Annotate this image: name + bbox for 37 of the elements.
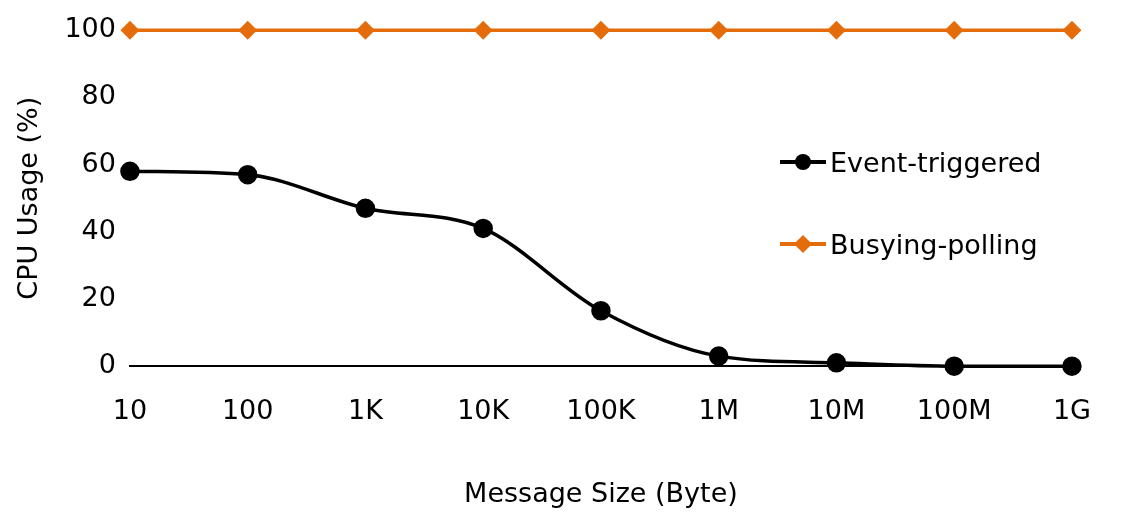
x-tick-label: 10 bbox=[112, 394, 148, 426]
y-tick-label: 100 bbox=[64, 12, 116, 44]
point bbox=[592, 21, 610, 39]
y-tick-label: 0 bbox=[98, 348, 116, 380]
point bbox=[944, 356, 964, 376]
x-tick-label: 10M bbox=[807, 394, 866, 426]
point bbox=[945, 21, 963, 39]
y-tick-label: 80 bbox=[81, 79, 116, 111]
x-tick-label: 1M bbox=[698, 394, 739, 426]
x-tick-label: 100 bbox=[221, 394, 274, 426]
x-axis-title: Message Size (Byte) bbox=[464, 476, 738, 508]
y-tick-label: 60 bbox=[81, 146, 116, 178]
point bbox=[238, 21, 257, 39]
x-tick-label: 1K bbox=[347, 394, 385, 426]
y-tick-label: 20 bbox=[81, 281, 116, 313]
point bbox=[474, 21, 492, 39]
point bbox=[473, 218, 493, 239]
y-tick-label: 40 bbox=[81, 213, 116, 245]
legend-label: Busying-polling bbox=[830, 228, 1038, 260]
point bbox=[1063, 21, 1081, 39]
x-tick-label: 100M bbox=[916, 394, 992, 426]
point bbox=[237, 164, 258, 185]
point bbox=[826, 353, 847, 373]
y-axis-title: CPU Usage (%) bbox=[12, 96, 44, 300]
point bbox=[121, 21, 139, 39]
point bbox=[356, 21, 375, 39]
point bbox=[1062, 356, 1082, 376]
x-tick-label: 100K bbox=[566, 394, 637, 426]
point bbox=[120, 161, 140, 182]
point bbox=[708, 346, 729, 366]
point bbox=[591, 301, 611, 321]
x-tick-label: 10K bbox=[457, 394, 511, 426]
x-tick-label: 1G bbox=[1052, 394, 1091, 426]
legend-label: Event-triggered bbox=[830, 146, 1042, 178]
point bbox=[355, 198, 376, 219]
point bbox=[709, 21, 728, 39]
point bbox=[827, 21, 846, 39]
